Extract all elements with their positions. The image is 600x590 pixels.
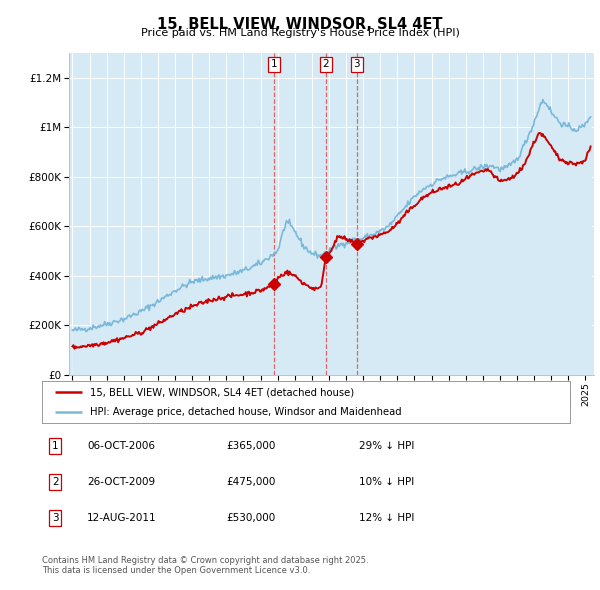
- Text: 2: 2: [52, 477, 59, 487]
- Text: 26-OCT-2009: 26-OCT-2009: [87, 477, 155, 487]
- Text: 3: 3: [353, 59, 360, 69]
- Text: Price paid vs. HM Land Registry's House Price Index (HPI): Price paid vs. HM Land Registry's House …: [140, 28, 460, 38]
- Text: 12-AUG-2011: 12-AUG-2011: [87, 513, 157, 523]
- Text: 10% ↓ HPI: 10% ↓ HPI: [359, 477, 414, 487]
- Text: HPI: Average price, detached house, Windsor and Maidenhead: HPI: Average price, detached house, Wind…: [89, 407, 401, 417]
- Text: 2: 2: [323, 59, 329, 69]
- Text: 15, BELL VIEW, WINDSOR, SL4 4ET: 15, BELL VIEW, WINDSOR, SL4 4ET: [157, 17, 443, 31]
- Text: 15, BELL VIEW, WINDSOR, SL4 4ET (detached house): 15, BELL VIEW, WINDSOR, SL4 4ET (detache…: [89, 387, 353, 397]
- Text: 1: 1: [271, 59, 277, 69]
- Text: 29% ↓ HPI: 29% ↓ HPI: [359, 441, 414, 451]
- Text: 06-OCT-2006: 06-OCT-2006: [87, 441, 155, 451]
- Text: £530,000: £530,000: [227, 513, 276, 523]
- Text: £365,000: £365,000: [227, 441, 276, 451]
- Text: £475,000: £475,000: [227, 477, 276, 487]
- Text: 3: 3: [52, 513, 59, 523]
- Text: Contains HM Land Registry data © Crown copyright and database right 2025.
This d: Contains HM Land Registry data © Crown c…: [42, 556, 368, 575]
- Text: 12% ↓ HPI: 12% ↓ HPI: [359, 513, 414, 523]
- Text: 1: 1: [52, 441, 59, 451]
